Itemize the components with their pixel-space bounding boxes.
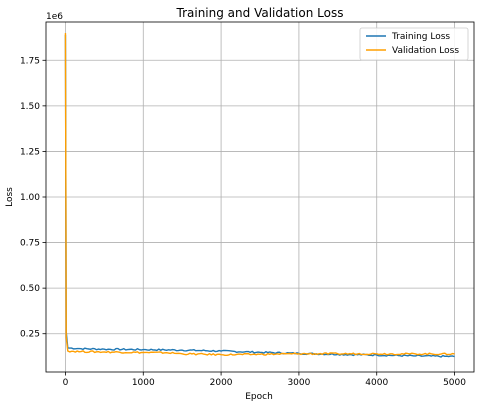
x-axis-ticks: 0 1000 2000 3000 4000 5000 bbox=[63, 372, 466, 388]
legend-label-training: Training Loss bbox=[391, 32, 450, 42]
y-tick-label: 1.25 bbox=[20, 147, 40, 157]
legend-label-validation: Validation Loss bbox=[392, 46, 459, 56]
y-tick-label: 0.50 bbox=[20, 284, 40, 294]
y-axis-label: Loss bbox=[5, 187, 15, 207]
series-line-training bbox=[64, 34, 455, 358]
y-tick-label: 0.75 bbox=[20, 239, 40, 249]
x-tick-label: 3000 bbox=[287, 378, 310, 388]
x-axis-label: Epoch bbox=[245, 392, 273, 402]
y-tick-label: 1.75 bbox=[20, 56, 40, 66]
x-tick-label: 1000 bbox=[132, 378, 155, 388]
x-tick-label: 2000 bbox=[210, 378, 233, 388]
x-tick-label: 4000 bbox=[365, 378, 388, 388]
chart-title: Training and Validation Loss bbox=[176, 6, 344, 20]
y-axis-ticks: 0.25 0.50 0.75 1.00 1.25 1.50 1.75 bbox=[20, 56, 46, 340]
legend-box bbox=[359, 27, 469, 61]
y-tick-label: 1.00 bbox=[20, 193, 40, 203]
series-line-validation bbox=[64, 32, 455, 357]
series-layer bbox=[64, 32, 455, 358]
x-tick-label: 5000 bbox=[443, 378, 466, 388]
legend: Training Loss Validation Loss bbox=[359, 27, 469, 61]
y-tick-label: 0.25 bbox=[20, 330, 40, 340]
x-tick-label: 0 bbox=[63, 378, 69, 388]
y-tick-label: 1.50 bbox=[20, 102, 40, 112]
y-axis-multiplier: 1e6 bbox=[46, 12, 63, 22]
